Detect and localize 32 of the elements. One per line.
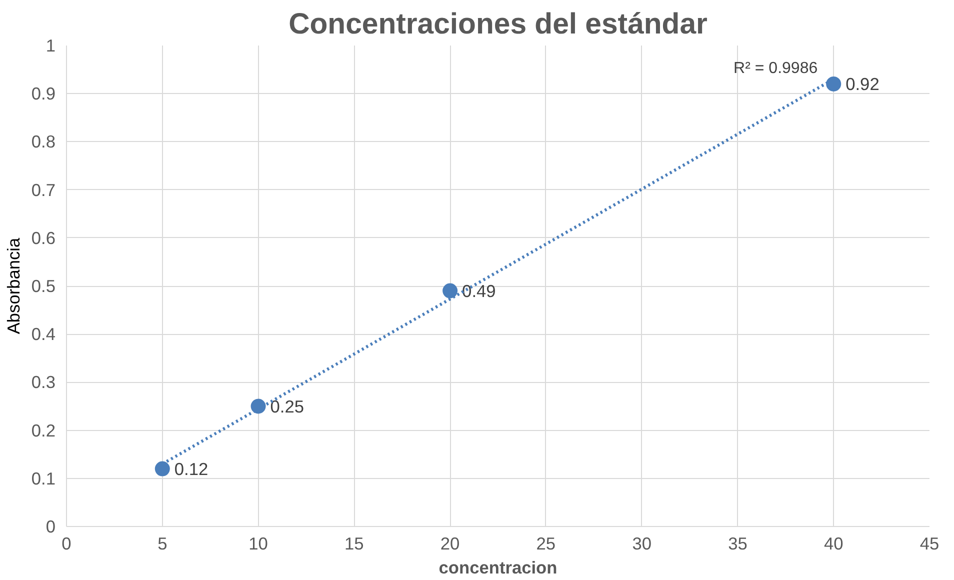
x-tick-label: 30 xyxy=(632,534,652,554)
y-tick-label: 0.3 xyxy=(31,372,56,392)
chart-title: Concentraciones del estándar xyxy=(288,8,708,40)
point xyxy=(442,283,458,298)
y-tick-label: 0.5 xyxy=(31,276,56,296)
point xyxy=(154,461,170,476)
x-axis-title: concentracion xyxy=(438,558,558,578)
data-label: 0.49 xyxy=(462,280,496,301)
y-tick-label: 1 xyxy=(46,36,56,56)
data-label: 0.25 xyxy=(270,396,304,416)
x-tick-label: 5 xyxy=(158,534,168,554)
x-tick-label: 20 xyxy=(440,534,460,554)
y-tick-label: 0.2 xyxy=(31,420,56,440)
annotation: R² = 0.9986 xyxy=(734,60,818,78)
point xyxy=(826,76,842,92)
y-tick-label: 0.1 xyxy=(31,468,56,488)
data-label: 0.92 xyxy=(846,74,880,94)
y-tick-label: 0 xyxy=(46,516,56,536)
x-tick-label: 25 xyxy=(536,534,556,554)
y-tick-label: 0.6 xyxy=(31,228,56,248)
data-label: 0.12 xyxy=(174,458,208,479)
y-tick-label: 0.8 xyxy=(31,132,56,152)
x-tick-label: 40 xyxy=(824,534,844,554)
y-tick-label: 0.4 xyxy=(31,324,56,344)
x-tick-label: 15 xyxy=(344,534,364,554)
x-tick-label: 10 xyxy=(248,534,268,554)
x-tick-label: 0 xyxy=(62,534,72,554)
y-tick-label: 0.7 xyxy=(31,180,56,200)
y-axis-title: Absorbancia xyxy=(3,237,24,334)
y-tick-label: 0.9 xyxy=(31,84,56,104)
x-tick-label: 35 xyxy=(728,534,748,554)
x-tick-label: 45 xyxy=(920,534,940,554)
